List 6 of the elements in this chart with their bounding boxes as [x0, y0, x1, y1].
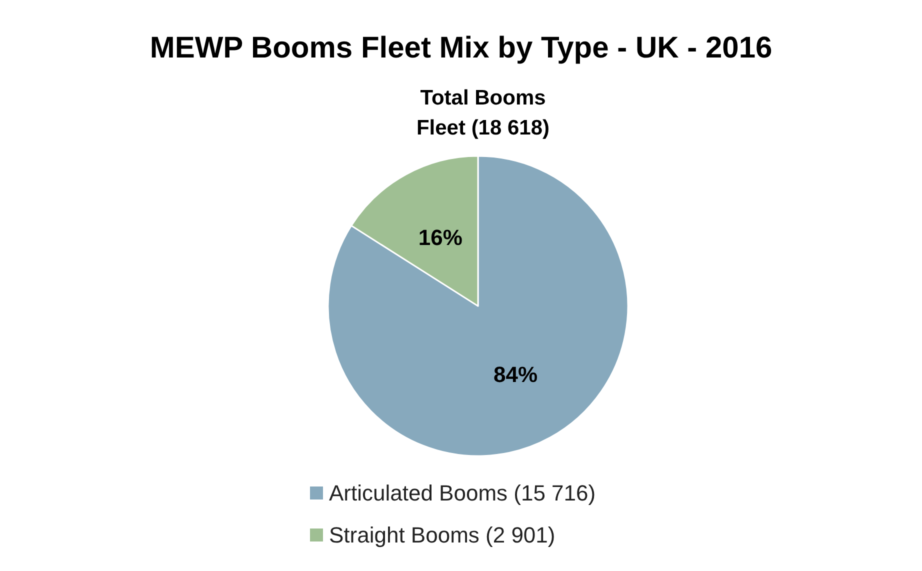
chart-title: MEWP Booms Fleet Mix by Type - UK - 2016: [150, 32, 772, 64]
data-label: 16%: [418, 225, 462, 250]
data-label: 84%: [494, 362, 538, 387]
legend-label: Articulated Booms (15 716): [329, 480, 596, 506]
chart-subtitle: Total Booms Fleet (18 618): [416, 86, 550, 140]
legend-label: Straight Booms (2 901): [329, 522, 556, 548]
